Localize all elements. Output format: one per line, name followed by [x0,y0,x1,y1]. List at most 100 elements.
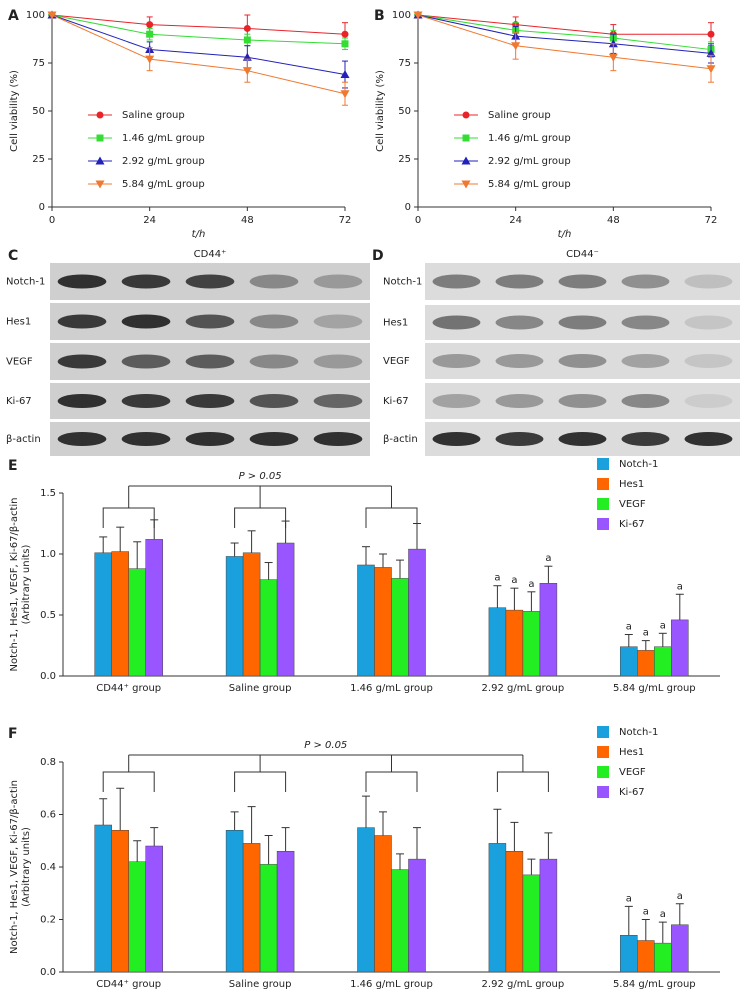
y-tick-label: 25 [32,154,45,165]
y-tick-label: 50 [32,106,45,117]
bar [522,611,541,677]
blot-band [313,274,363,289]
panel-letter: E [8,458,18,474]
bar [539,583,558,677]
x-tick-label: 2.92 g/mL group [482,683,565,694]
blot-row-label: β-actin [6,434,41,445]
legend-label: Saline group [488,110,551,121]
legend-swatch [597,766,609,778]
bar [620,646,638,677]
annotation: P > 0.05 [304,740,347,751]
x-tick-label: 5.84 g/mL group [613,683,696,694]
bar [654,942,672,973]
significance-label: a [660,620,666,631]
blot-band [558,432,607,446]
bar [505,851,524,973]
bar [620,935,638,973]
blot-band [558,394,607,408]
blot-band [121,314,171,329]
bar [94,552,112,677]
blot-band [495,354,544,368]
significance-label: a [626,622,632,633]
y-tick-label: 0 [405,202,411,213]
bracket [102,771,155,792]
bar [374,835,392,973]
blot-band [684,394,733,408]
legend-swatch [597,726,609,738]
blot-band [249,394,299,408]
legend-label: Notch-1 [619,459,658,470]
legend-label: VEGF [619,767,646,778]
bar [259,579,278,677]
bracket [496,771,549,792]
significance-label: a [677,581,683,592]
marker [146,21,154,29]
series-line [417,14,712,54]
blot-band [121,394,171,408]
legend-swatch [597,478,609,490]
y-tick-label: 100 [392,10,411,21]
blot-band [684,274,733,289]
marker [706,65,716,74]
blot-band [185,432,235,446]
blot-band [57,274,107,289]
legend-label: 2.92 g/mL group [122,156,205,167]
y-tick-label: 0.0 [40,967,56,978]
series-line [417,14,711,35]
y-axis-label: Notch-1, Hes1, VEGF, Ki-67/β-actin [9,498,20,672]
bar [408,858,426,973]
significance-label: a [511,575,517,586]
blot-row-label: VEGF [6,357,33,368]
marker [145,55,155,64]
blot-band [495,274,544,289]
bar [145,539,163,677]
marker [96,111,104,119]
legend-swatch [597,746,609,758]
blot-band [121,432,171,446]
legend-label: Hes1 [619,479,644,490]
y-axis-label: (Arbitrary units) [21,827,32,907]
legend-label: Ki-67 [619,519,645,530]
marker [462,134,470,142]
blot-band [249,274,299,289]
bar [128,861,146,973]
marker [461,156,471,165]
x-tick-label: Saline group [229,683,292,694]
blot-row-label: β-actin [383,434,418,445]
panel-letter: F [8,726,18,742]
bar [94,824,112,973]
x-tick-label: 0 [49,215,55,226]
y-tick-label: 0.6 [40,810,56,821]
x-tick-label: 24 [143,215,156,226]
legend-label: Hes1 [619,747,644,758]
x-tick-label: Saline group [229,979,292,990]
blot-band [121,354,171,369]
significance-label: a [677,891,683,902]
blot-band [57,314,107,329]
bar [522,874,541,973]
series-line [51,14,346,35]
blot-row-label: Ki-67 [383,396,409,407]
marker [146,30,154,38]
marker [243,36,251,44]
significance-label: a [545,553,551,564]
blot-band [249,314,299,329]
x-tick-label: 48 [241,215,254,226]
bar [128,568,146,677]
blot-band [558,274,607,289]
x-tick-label: 72 [705,215,718,226]
bar [391,578,409,677]
legend-label: 2.92 g/mL group [488,156,571,167]
y-axis-label: (Arbitrary units) [21,544,32,624]
y-tick-label: 0.4 [40,862,56,873]
series-line [51,14,346,76]
marker [96,134,104,142]
marker [95,156,105,165]
y-axis-label: Cell viability (%) [375,70,386,152]
bar [488,607,507,677]
blot-band [621,432,670,446]
legend-label: Ki-67 [619,787,645,798]
y-tick-label: 0.2 [40,915,56,926]
legend-label: 5.84 g/mL group [488,179,571,190]
marker [341,40,349,48]
